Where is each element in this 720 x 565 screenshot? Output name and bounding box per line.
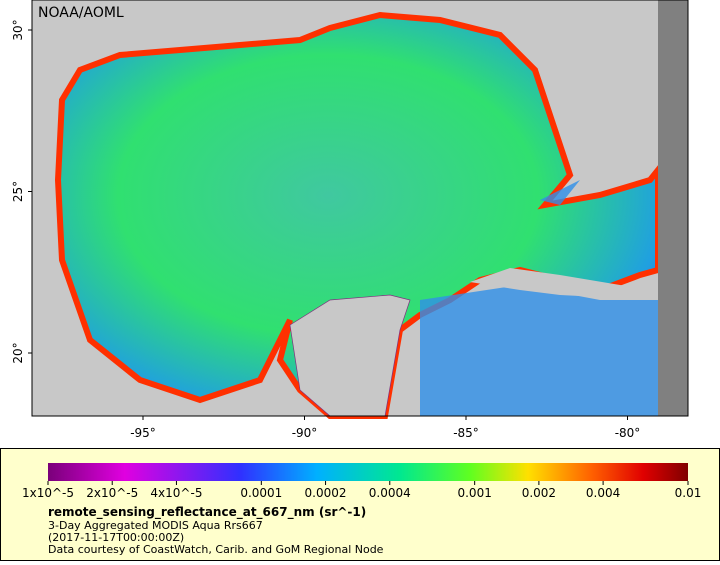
credit: NOAA/AOML (38, 5, 124, 21)
colorbar-label: 0.0001 (240, 486, 282, 500)
lat-label: 30° (11, 19, 25, 40)
no-data (658, 0, 688, 416)
map-frame (31, 0, 689, 417)
credit-box (34, 2, 132, 22)
legend-line: 3-Day Aggregated MODIS Aqua Rrs667 (48, 519, 263, 532)
map: NOAA/AOML (31, 0, 689, 419)
colorbar-label: 4x10^-5 (150, 486, 202, 500)
lat-label: 25° (11, 181, 25, 202)
colorbar-label: 1x10^-5 (22, 486, 74, 500)
colorbar-label: 2x10^-5 (86, 486, 138, 500)
lon-label: -85° (453, 426, 479, 440)
lon-label: -80° (615, 426, 641, 440)
yucatan (289, 294, 411, 417)
cuba (470, 268, 650, 298)
colorbar-label: 0.01 (675, 486, 702, 500)
colorbar (48, 463, 688, 481)
lon-label: -90° (292, 426, 318, 440)
ocean-data (54, 11, 661, 419)
legend-line: (2017-11-17T00:00:00Z) (48, 531, 184, 544)
colorbar-label: 0.004 (586, 486, 620, 500)
caribbean-data (420, 180, 658, 416)
colorbar-title: remote_sensing_reflectance_at_667_nm (sr… (48, 505, 366, 520)
colorbar-label: 0.001 (457, 486, 491, 500)
colorbar-label: 0.0004 (369, 486, 411, 500)
colorbar-label: 0.002 (522, 486, 556, 500)
colorbar-label: 0.0002 (305, 486, 347, 500)
legend-line: Data courtesy of CoastWatch, Carib. and … (48, 543, 384, 556)
lat-label: 20° (11, 342, 25, 363)
lon-label: -95° (130, 426, 156, 440)
